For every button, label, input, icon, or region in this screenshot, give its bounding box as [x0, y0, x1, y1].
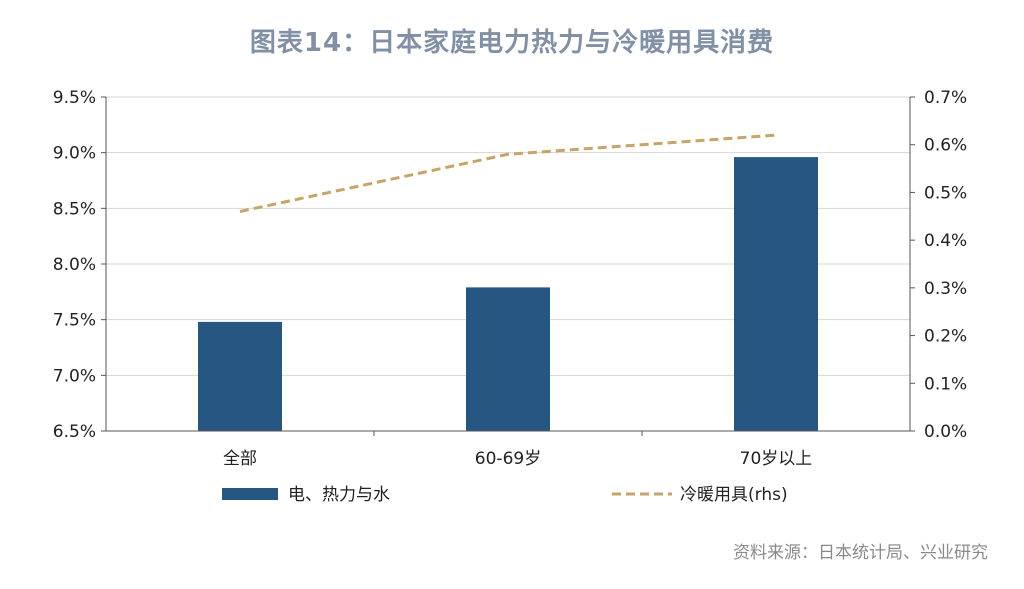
category-label: 全部 [223, 449, 257, 469]
right-tick-label: 0.4% [924, 231, 967, 251]
axes [101, 96, 915, 436]
right-tick-label: 0.6% [924, 136, 967, 156]
category-label: 60-69岁 [475, 449, 541, 469]
left-axis-ticks: 6.5% 7.0% 7.5% 8.0% 8.5% 9.0% 9.5% [53, 88, 96, 442]
chart-title: 图表14：日本家庭电力热力与冷暖用具消费 [249, 28, 775, 58]
right-axis-ticks: 0.0% 0.1% 0.2% 0.3% 0.4% 0.5% 0.6% 0.7% [924, 88, 967, 442]
line-series [239, 133, 777, 213]
right-tick-label: 0.2% [924, 327, 967, 347]
left-tick-label: 9.5% [53, 88, 96, 108]
legend: 电、热力与水 冷暖用具(rhs) [222, 485, 788, 505]
left-tick-label: 8.5% [53, 199, 96, 219]
source-note: 资料来源：日本统计局、兴业研究 [733, 543, 988, 563]
category-labels: 全部 60-69岁 70岁以上 [223, 449, 812, 469]
left-tick-label: 7.5% [53, 311, 96, 331]
bar [466, 287, 550, 431]
right-tick-label: 0.3% [924, 279, 967, 299]
bar [734, 157, 818, 431]
bar [198, 321, 282, 431]
line-series-path [239, 133, 777, 213]
legend-swatch-bar [222, 488, 278, 500]
left-tick-label: 6.5% [53, 422, 96, 442]
right-tick-label: 0.7% [924, 88, 967, 108]
left-tick-label: 7.0% [53, 366, 96, 386]
right-tick-label: 0.1% [924, 374, 967, 394]
right-tick-label: 0.0% [924, 422, 967, 442]
bars [198, 157, 818, 431]
legend-label-bar: 电、热力与水 [288, 485, 390, 505]
right-tick-label: 0.5% [924, 183, 967, 203]
left-tick-label: 9.0% [53, 144, 96, 164]
category-label: 70岁以上 [740, 449, 813, 469]
legend-label-line: 冷暖用具(rhs) [680, 485, 788, 505]
left-tick-label: 8.0% [53, 255, 96, 275]
